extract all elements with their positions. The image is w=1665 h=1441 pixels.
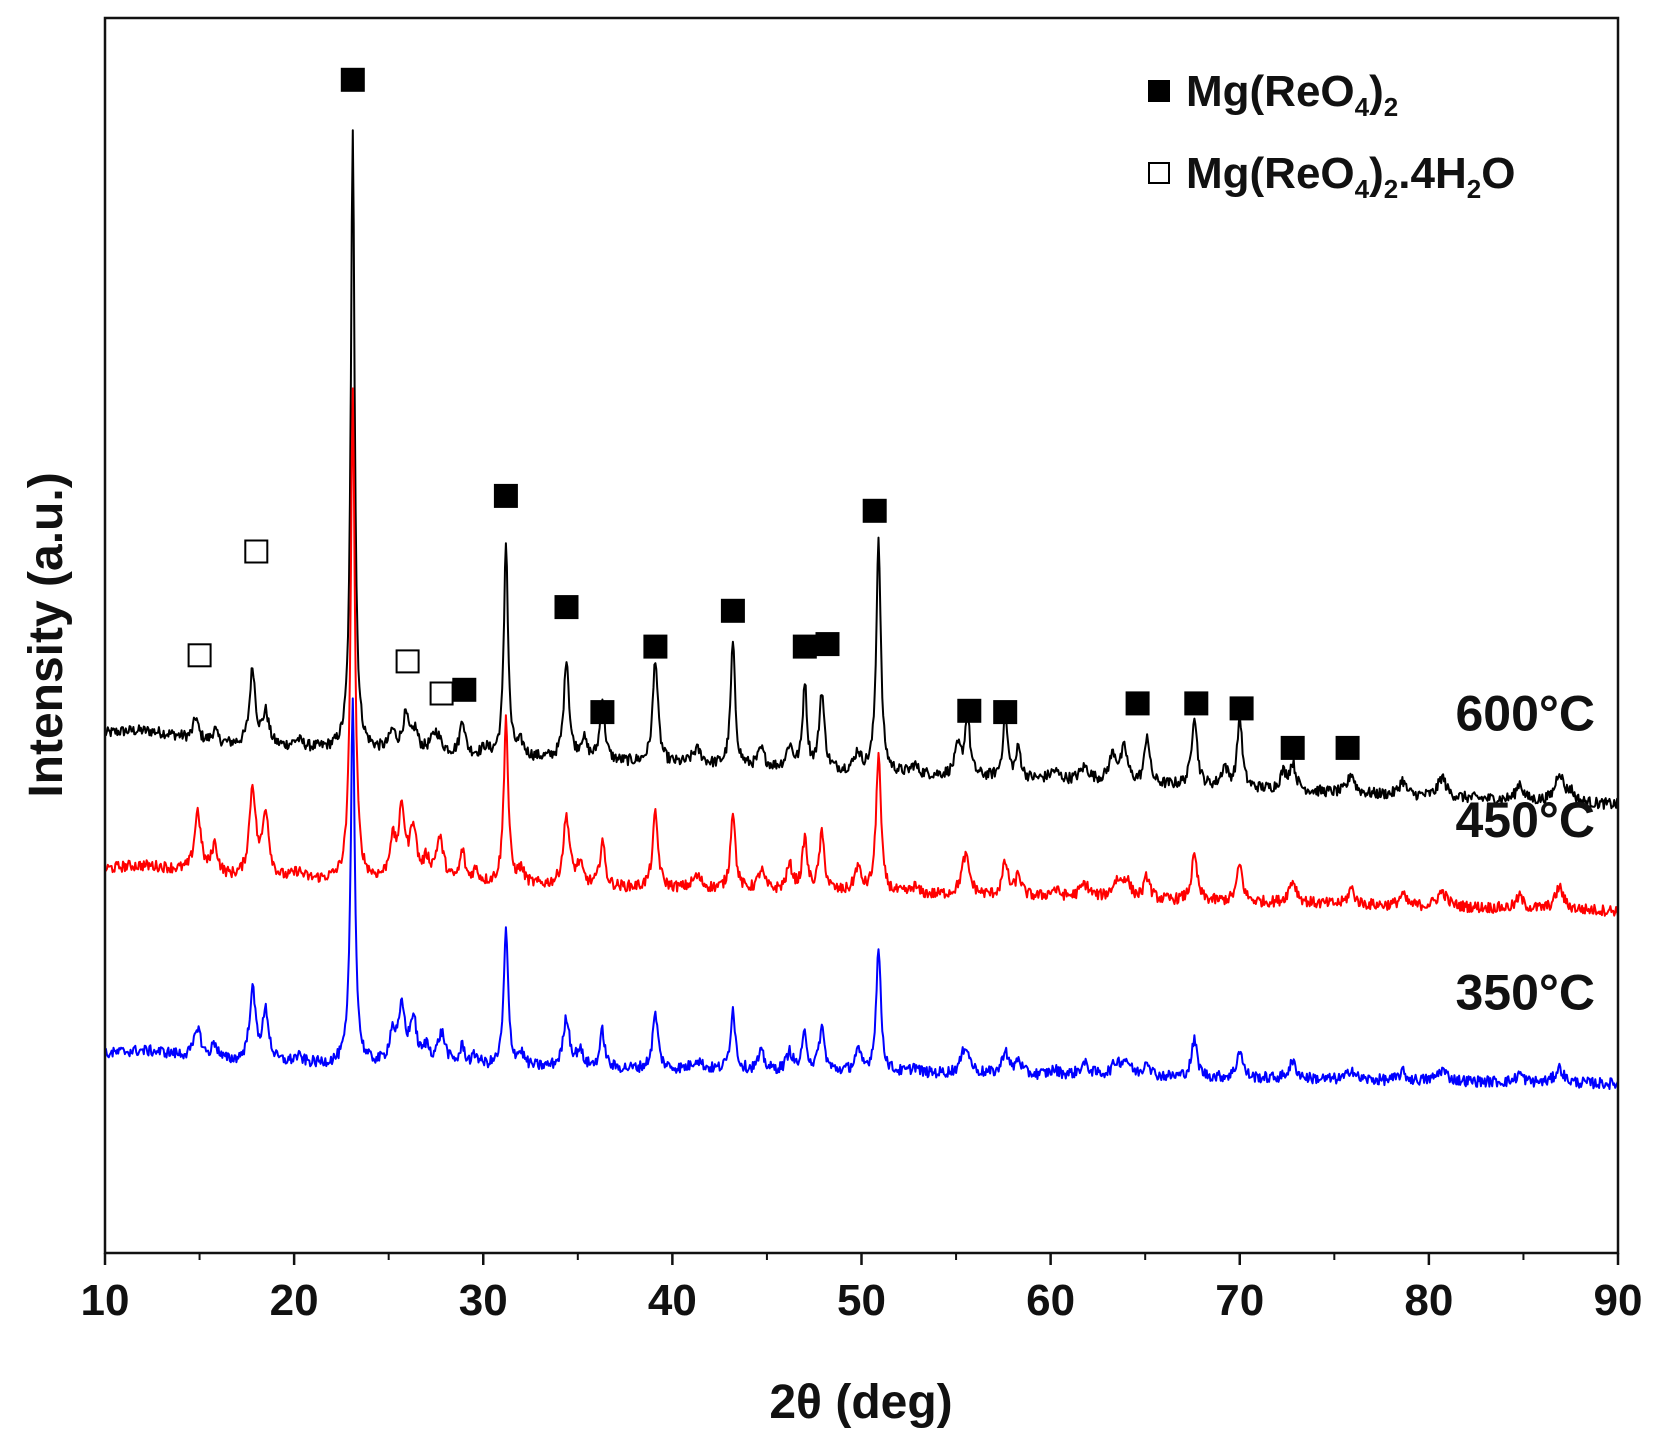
- series-line-350C: [104, 697, 1619, 1090]
- series-label-450C: 450°C: [1455, 792, 1595, 848]
- peak-marker-mg-reo4-2: [1229, 696, 1254, 721]
- x-tick-label: 50: [837, 1276, 886, 1325]
- x-tick-label: 90: [1594, 1276, 1643, 1325]
- series-labels: 600°C 450°C 350°C: [1455, 686, 1595, 1021]
- peak-marker-mg-reo4-2: [720, 598, 745, 623]
- x-axis-ticks: 10 20 30 40 50 60 70 80 90: [81, 1253, 1643, 1325]
- peak-marker-mg-reo4-2: [1125, 691, 1150, 716]
- x-tick-label: 60: [1026, 1276, 1075, 1325]
- peak-marker-mg-reo4-2: [1184, 691, 1209, 716]
- peak-marker-mg-reo4-2: [554, 595, 579, 620]
- x-tick-label: 80: [1404, 1276, 1453, 1325]
- legend-label: Mg(ReO4)2: [1186, 67, 1398, 122]
- peak-marker-mg-reo4-2: [590, 700, 615, 725]
- peak-marker-mg-reo4-2: [452, 677, 477, 702]
- series-layer: [104, 129, 1619, 1090]
- legend: Mg(ReO4)2 Mg(ReO4)2.4H2O: [1148, 67, 1515, 204]
- peak-marker-mg-reo4-2: [643, 634, 668, 659]
- x-tick-label: 40: [648, 1276, 697, 1325]
- peak-marker-mg-reo4-2-4h2o: [429, 681, 454, 706]
- peak-marker-mg-reo4-2: [493, 483, 518, 508]
- peak-marker-mg-reo4-2: [993, 700, 1018, 725]
- y-axis-title: Intensity (a.u.): [20, 472, 73, 797]
- x-tick-label: 30: [459, 1276, 508, 1325]
- peak-marker-mg-reo4-2-4h2o: [395, 649, 420, 674]
- peak-marker-mg-reo4-2: [815, 632, 840, 657]
- peak-marker-mg-reo4-2: [1335, 735, 1360, 760]
- peak-marker-mg-reo4-2-4h2o: [187, 643, 212, 668]
- peak-marker-mg-reo4-2: [1280, 735, 1305, 760]
- legend-symbol-filled-square: [1148, 80, 1170, 102]
- legend-symbol-open-square: [1148, 162, 1170, 184]
- legend-label: Mg(ReO4)2.4H2O: [1186, 149, 1515, 204]
- peak-marker-mg-reo4-2: [957, 698, 982, 723]
- marker-layer: [187, 67, 1360, 760]
- peak-marker-mg-reo4-2: [340, 67, 365, 92]
- series-label-350C: 350°C: [1455, 965, 1595, 1021]
- x-tick-label: 70: [1215, 1276, 1264, 1325]
- x-axis-title: 2θ (deg): [769, 1376, 952, 1429]
- series-line-450C: [104, 387, 1619, 917]
- peak-marker-mg-reo4-2: [792, 634, 817, 659]
- x-tick-label: 20: [270, 1276, 319, 1325]
- series-line-600C: [104, 129, 1619, 810]
- plot-area: [104, 67, 1619, 1090]
- x-tick-label: 10: [81, 1276, 130, 1325]
- peak-marker-mg-reo4-2-4h2o: [244, 539, 269, 564]
- series-label-600C: 600°C: [1455, 686, 1595, 742]
- peak-marker-mg-reo4-2: [862, 498, 887, 523]
